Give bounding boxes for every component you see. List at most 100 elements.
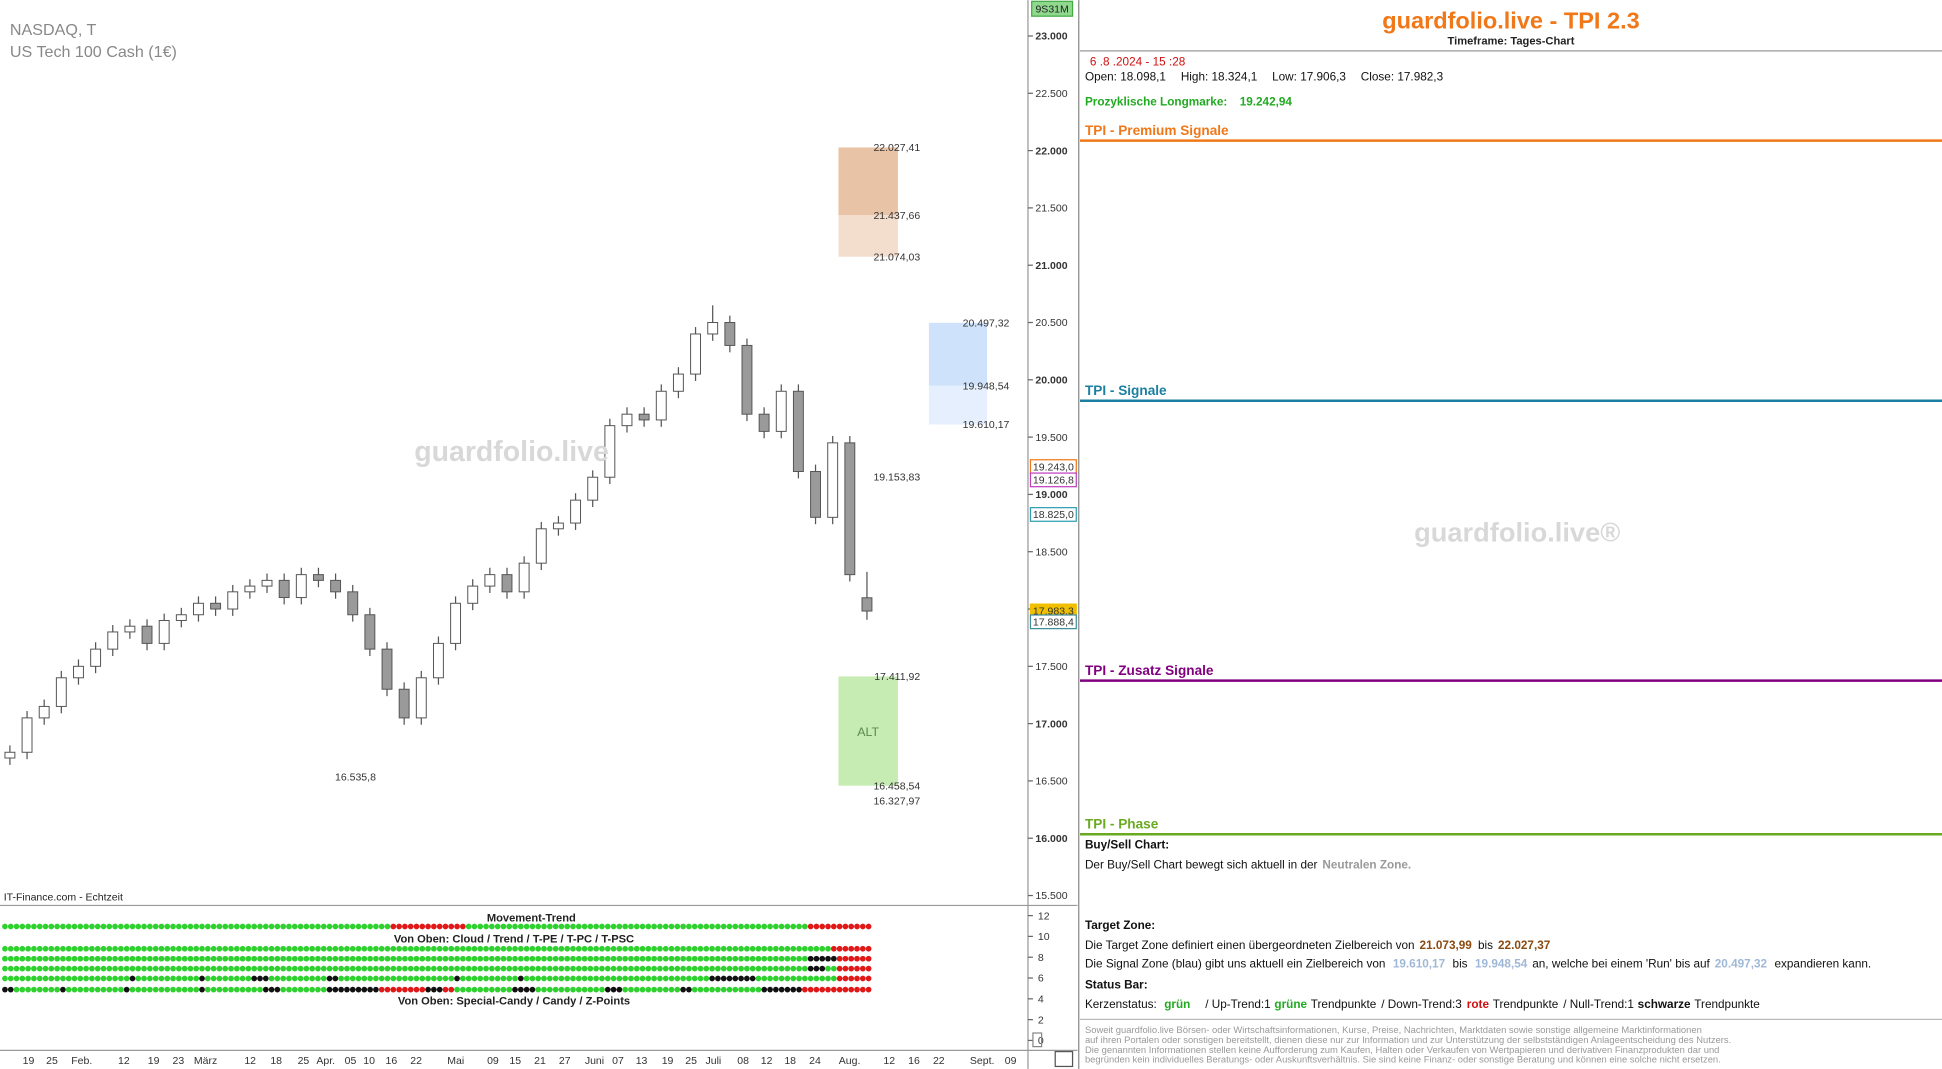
- trend-dot: [859, 955, 866, 962]
- toolbar-icon[interactable]: [1054, 1050, 1074, 1068]
- trend-dot: [471, 955, 478, 962]
- trend-dot: [332, 945, 339, 952]
- trend-dot: [581, 923, 588, 930]
- disclaimer: auf ihren Portalen oder sonstigen bereit…: [1085, 1034, 1731, 1045]
- y-tick-label: 12: [1038, 910, 1050, 922]
- trend-dot: [657, 965, 663, 972]
- trend-dot: [691, 923, 698, 930]
- trend-dot: [65, 986, 72, 993]
- trend-dot: [13, 986, 20, 993]
- trend-dot: [720, 975, 727, 982]
- trend-dot: [790, 923, 797, 930]
- trend-dot: [465, 923, 472, 930]
- candle-body: [398, 688, 410, 719]
- trend-dot: [575, 986, 582, 993]
- trend-dot: [657, 986, 663, 993]
- trend-dot: [106, 975, 113, 982]
- trend-dot: [152, 986, 159, 993]
- trend-dot: [512, 975, 518, 982]
- trend-dot: [651, 945, 657, 952]
- trend-dot: [575, 923, 582, 930]
- trend-dot: [819, 965, 826, 972]
- trend-dot: [48, 965, 55, 972]
- trend-dot: [431, 965, 437, 972]
- trend-dot: [512, 965, 518, 972]
- trend-dot: [291, 923, 298, 930]
- trend-dot: [477, 965, 484, 972]
- trend-dot: [413, 955, 420, 962]
- trend-dot: [657, 945, 663, 952]
- longmark-label: Prozyklische Longmarke:: [1085, 95, 1227, 108]
- trend-dot: [488, 945, 495, 952]
- trend-dot: [239, 965, 246, 972]
- trend-dot: [830, 923, 837, 930]
- trend-dot: [419, 923, 426, 930]
- trend-dot: [732, 923, 739, 930]
- trend-dot: [118, 955, 124, 962]
- candle-body: [570, 499, 582, 524]
- trend-dot: [425, 975, 431, 982]
- trend-dot: [390, 986, 397, 993]
- trend-dot: [529, 986, 536, 993]
- trend-dot: [48, 975, 55, 982]
- trend-dot: [865, 955, 872, 962]
- trend-dot: [106, 986, 113, 993]
- trend-dot: [262, 965, 269, 972]
- trend-dot: [575, 975, 582, 982]
- trend-dot: [407, 965, 414, 972]
- trend-dot: [77, 923, 84, 930]
- trend-dot: [825, 955, 831, 962]
- y-tick-label: 10: [1038, 931, 1050, 943]
- trend-dot: [251, 923, 258, 930]
- trend-dot: [303, 975, 310, 982]
- trend-dot: [471, 975, 478, 982]
- trend-dot: [367, 945, 373, 952]
- trend-dot: [610, 945, 617, 952]
- candle-body: [158, 619, 170, 644]
- text: schwarze: [1638, 998, 1691, 1011]
- trend-dot: [709, 923, 715, 930]
- y-tick-label: 6: [1038, 973, 1044, 985]
- trend-dot: [326, 945, 333, 952]
- trend-dot: [83, 923, 89, 930]
- scroll-icon[interactable]: [1032, 1032, 1043, 1048]
- trend-dot: [36, 923, 43, 930]
- trend-dot: [541, 945, 547, 952]
- trend-dot: [251, 955, 258, 962]
- section-title: TPI - Zusatz Signale: [1085, 663, 1214, 678]
- trend-dot: [147, 923, 153, 930]
- trend-dot: [42, 975, 49, 982]
- trend-dot: [686, 965, 692, 972]
- trend-dot: [842, 923, 849, 930]
- heading: Buy/Sell Chart:: [1085, 838, 1169, 851]
- candle-body: [552, 522, 564, 530]
- candle-body: [244, 585, 256, 593]
- trend-dot: [431, 923, 437, 930]
- trend-dot: [819, 945, 826, 952]
- trend-dot: [749, 945, 756, 952]
- indicator-title: Movement-Trend: [487, 913, 576, 925]
- trend-dot: [25, 955, 31, 962]
- trend-dot: [112, 975, 118, 982]
- trend-dot: [222, 945, 229, 952]
- text: Die Target Zone definiert einen übergeor…: [1085, 939, 1415, 952]
- trend-dot: [7, 965, 14, 972]
- trend-dot: [529, 923, 536, 930]
- trend-dot: [494, 945, 501, 952]
- trend-dot: [575, 945, 582, 952]
- trend-dot: [175, 965, 182, 972]
- trend-dot: [778, 955, 785, 962]
- trend-dot: [216, 923, 223, 930]
- trend-dot: [755, 923, 762, 930]
- trend-dot: [564, 955, 571, 962]
- candle-body: [107, 631, 119, 650]
- trend-dot: [691, 986, 698, 993]
- trend-dot: [332, 965, 339, 972]
- trend-dot: [152, 945, 159, 952]
- trend-dot: [755, 975, 762, 982]
- trend-dot: [77, 975, 84, 982]
- trend-dot: [680, 955, 686, 962]
- trend-dot: [836, 923, 843, 930]
- trend-dot: [425, 923, 431, 930]
- x-tick-label: 16: [386, 1055, 398, 1067]
